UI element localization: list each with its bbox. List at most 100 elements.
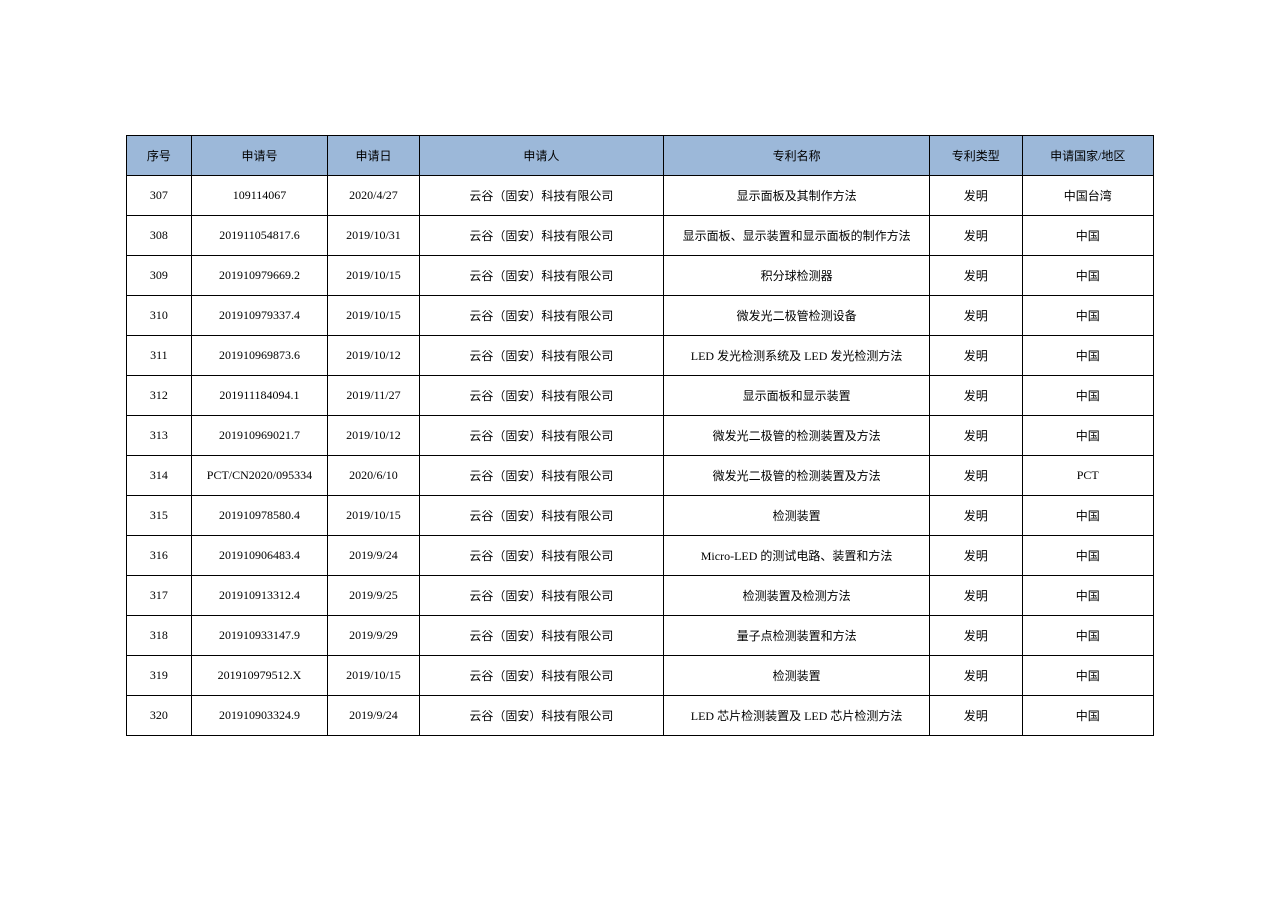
cell-seq: 312 (127, 376, 192, 416)
cell-type: 发明 (930, 616, 1022, 656)
cell-date: 2019/11/27 (328, 376, 419, 416)
cell-appno: PCT/CN2020/095334 (191, 456, 328, 496)
table-row: 320201910903324.92019/9/24云谷（固安）科技有限公司LE… (127, 696, 1154, 736)
table-row: 316201910906483.42019/9/24云谷（固安）科技有限公司Mi… (127, 536, 1154, 576)
cell-appno: 201910969873.6 (191, 336, 328, 376)
cell-date: 2019/9/29 (328, 616, 419, 656)
cell-seq: 309 (127, 256, 192, 296)
cell-appno: 201911184094.1 (191, 376, 328, 416)
cell-date: 2019/9/24 (328, 536, 419, 576)
table-row: 312201911184094.12019/11/27云谷（固安）科技有限公司显… (127, 376, 1154, 416)
col-header-type: 专利类型 (930, 136, 1022, 176)
cell-date: 2019/10/15 (328, 256, 419, 296)
cell-date: 2019/10/15 (328, 296, 419, 336)
cell-ctry: 中国 (1022, 656, 1154, 696)
cell-appno: 201911054817.6 (191, 216, 328, 256)
cell-ctry: 中国 (1022, 536, 1154, 576)
cell-seq: 320 (127, 696, 192, 736)
cell-type: 发明 (930, 536, 1022, 576)
col-header-seq: 序号 (127, 136, 192, 176)
cell-appno: 201910906483.4 (191, 536, 328, 576)
cell-appno: 201910979512.X (191, 656, 328, 696)
cell-name: 检测装置 (664, 656, 930, 696)
cell-date: 2019/10/15 (328, 656, 419, 696)
cell-seq: 316 (127, 536, 192, 576)
table-header-row: 序号 申请号 申请日 申请人 专利名称 专利类型 申请国家/地区 (127, 136, 1154, 176)
cell-type: 发明 (930, 416, 1022, 456)
cell-appno: 201910933147.9 (191, 616, 328, 656)
cell-appno: 109114067 (191, 176, 328, 216)
cell-date: 2019/9/25 (328, 576, 419, 616)
cell-appl: 云谷（固安）科技有限公司 (419, 296, 663, 336)
cell-appno: 201910903324.9 (191, 696, 328, 736)
cell-date: 2019/10/31 (328, 216, 419, 256)
cell-appl: 云谷（固安）科技有限公司 (419, 336, 663, 376)
cell-appl: 云谷（固安）科技有限公司 (419, 536, 663, 576)
cell-ctry: 中国 (1022, 376, 1154, 416)
cell-ctry: 中国 (1022, 216, 1154, 256)
cell-appl: 云谷（固安）科技有限公司 (419, 576, 663, 616)
cell-name: Micro-LED 的测试电路、装置和方法 (664, 536, 930, 576)
cell-ctry: 中国 (1022, 696, 1154, 736)
cell-seq: 317 (127, 576, 192, 616)
cell-ctry: 中国 (1022, 496, 1154, 536)
cell-ctry: 中国 (1022, 616, 1154, 656)
table-row: 319201910979512.X2019/10/15云谷（固安）科技有限公司检… (127, 656, 1154, 696)
cell-name: LED 芯片检测装置及 LED 芯片检测方法 (664, 696, 930, 736)
cell-name: 微发光二极管的检测装置及方法 (664, 456, 930, 496)
cell-type: 发明 (930, 496, 1022, 536)
table-row: 309201910979669.22019/10/15云谷（固安）科技有限公司积… (127, 256, 1154, 296)
cell-type: 发明 (930, 456, 1022, 496)
cell-date: 2019/10/12 (328, 336, 419, 376)
cell-name: 检测装置 (664, 496, 930, 536)
table-row: 318201910933147.92019/9/29云谷（固安）科技有限公司量子… (127, 616, 1154, 656)
cell-seq: 319 (127, 656, 192, 696)
table-row: 313201910969021.72019/10/12云谷（固安）科技有限公司微… (127, 416, 1154, 456)
table-row: 311201910969873.62019/10/12云谷（固安）科技有限公司L… (127, 336, 1154, 376)
col-header-ctry: 申请国家/地区 (1022, 136, 1154, 176)
cell-name: LED 发光检测系统及 LED 发光检测方法 (664, 336, 930, 376)
cell-appl: 云谷（固安）科技有限公司 (419, 656, 663, 696)
cell-seq: 315 (127, 496, 192, 536)
cell-type: 发明 (930, 176, 1022, 216)
cell-name: 显示面板及其制作方法 (664, 176, 930, 216)
cell-ctry: 中国 (1022, 576, 1154, 616)
table-row: 310201910979337.42019/10/15云谷（固安）科技有限公司微… (127, 296, 1154, 336)
cell-type: 发明 (930, 576, 1022, 616)
cell-seq: 311 (127, 336, 192, 376)
cell-appno: 201910979669.2 (191, 256, 328, 296)
cell-date: 2019/10/12 (328, 416, 419, 456)
cell-date: 2020/6/10 (328, 456, 419, 496)
cell-appl: 云谷（固安）科技有限公司 (419, 416, 663, 456)
cell-ctry: 中国 (1022, 256, 1154, 296)
cell-appl: 云谷（固安）科技有限公司 (419, 616, 663, 656)
table-row: 308201911054817.62019/10/31云谷（固安）科技有限公司显… (127, 216, 1154, 256)
cell-seq: 310 (127, 296, 192, 336)
cell-date: 2019/10/15 (328, 496, 419, 536)
cell-type: 发明 (930, 256, 1022, 296)
cell-appno: 201910969021.7 (191, 416, 328, 456)
cell-seq: 308 (127, 216, 192, 256)
cell-type: 发明 (930, 656, 1022, 696)
cell-seq: 313 (127, 416, 192, 456)
cell-type: 发明 (930, 376, 1022, 416)
col-header-appno: 申请号 (191, 136, 328, 176)
cell-seq: 307 (127, 176, 192, 216)
cell-type: 发明 (930, 296, 1022, 336)
table-row: 3071091140672020/4/27云谷（固安）科技有限公司显示面板及其制… (127, 176, 1154, 216)
cell-seq: 318 (127, 616, 192, 656)
cell-date: 2019/9/24 (328, 696, 419, 736)
cell-appl: 云谷（固安）科技有限公司 (419, 496, 663, 536)
cell-appno: 201910913312.4 (191, 576, 328, 616)
col-header-appl: 申请人 (419, 136, 663, 176)
cell-ctry: 中国 (1022, 416, 1154, 456)
cell-appl: 云谷（固安）科技有限公司 (419, 376, 663, 416)
patent-table: 序号 申请号 申请日 申请人 专利名称 专利类型 申请国家/地区 3071091… (126, 135, 1154, 736)
cell-appl: 云谷（固安）科技有限公司 (419, 456, 663, 496)
cell-name: 积分球检测器 (664, 256, 930, 296)
cell-appl: 云谷（固安）科技有限公司 (419, 256, 663, 296)
cell-type: 发明 (930, 696, 1022, 736)
cell-seq: 314 (127, 456, 192, 496)
col-header-date: 申请日 (328, 136, 419, 176)
cell-ctry: 中国 (1022, 296, 1154, 336)
